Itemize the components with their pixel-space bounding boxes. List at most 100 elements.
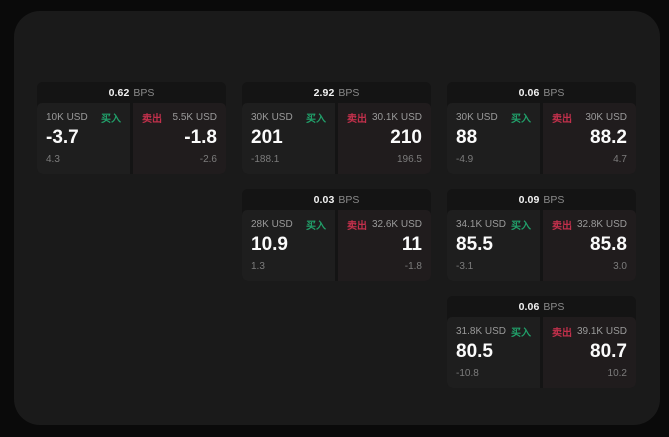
card-body: 30K USD 买入 201 -188.1 卖出 30.1K USD 210 196.5 bbox=[242, 103, 431, 174]
sell-panel-top: 卖出 30K USD bbox=[552, 111, 627, 125]
card-header: 0.03 BPS bbox=[242, 189, 431, 210]
sell-delta: 10.2 bbox=[607, 368, 627, 379]
quote-card[interactable]: 0.62 BPS 10K USD 买入 -3.7 4.3 卖出 5.5K USD -1.8 -2.… bbox=[37, 82, 226, 174]
sell-panel[interactable]: 卖出 39.1K USD 80.7 10.2 bbox=[543, 317, 636, 388]
sell-side-tag: 卖出 bbox=[347, 114, 367, 125]
buy-size-label: 30K USD bbox=[251, 112, 293, 123]
sell-delta: -1.8 bbox=[404, 261, 422, 272]
buy-size-label: 10K USD bbox=[46, 112, 88, 123]
buy-delta: -188.1 bbox=[251, 154, 280, 165]
buy-panel[interactable]: 34.1K USD 买入 85.5 -3.1 bbox=[447, 210, 540, 281]
bps-value: 0.06 bbox=[518, 300, 540, 313]
buy-panel[interactable]: 30K USD 买入 88 -4.9 bbox=[447, 103, 540, 174]
buy-price: 201 bbox=[251, 127, 283, 148]
buy-panel-top: 28K USD 买入 bbox=[251, 218, 326, 232]
buy-side-tag: 买入 bbox=[306, 114, 326, 125]
sell-panel-top: 卖出 30.1K USD bbox=[347, 111, 422, 125]
card-body: 28K USD 买入 10.9 1.3 卖出 32.6K USD 11 -1.8 bbox=[242, 210, 431, 281]
sell-panel[interactable]: 卖出 30.1K USD 210 196.5 bbox=[338, 103, 431, 174]
buy-panel-top: 10K USD 买入 bbox=[46, 111, 121, 125]
sell-price: 210 bbox=[390, 127, 422, 148]
buy-side-tag: 买入 bbox=[511, 221, 531, 232]
bps-unit-label: BPS bbox=[338, 193, 360, 206]
quote-card[interactable]: 2.92 BPS 30K USD 买入 201 -188.1 卖出 30.1K USD 210 1… bbox=[242, 82, 431, 174]
sell-panel[interactable]: 卖出 5.5K USD -1.8 -2.6 bbox=[133, 103, 226, 174]
quote-card-grid: 0.62 BPS 10K USD 买入 -3.7 4.3 卖出 5.5K USD -1.8 -2.… bbox=[37, 82, 637, 388]
buy-side-tag: 买入 bbox=[511, 328, 531, 339]
bps-unit-label: BPS bbox=[543, 86, 565, 99]
quote-card[interactable]: 0.06 BPS 31.8K USD 买入 80.5 -10.8 卖出 39.1K USD 80… bbox=[447, 296, 636, 388]
buy-side-tag: 买入 bbox=[101, 114, 121, 125]
buy-panel-top: 31.8K USD 买入 bbox=[456, 325, 531, 339]
buy-size-label: 34.1K USD bbox=[456, 219, 507, 230]
buy-panel-top: 34.1K USD 买入 bbox=[456, 218, 531, 232]
bps-value: 0.03 bbox=[313, 193, 335, 206]
buy-panel[interactable]: 30K USD 买入 201 -188.1 bbox=[242, 103, 335, 174]
buy-panel[interactable]: 10K USD 买入 -3.7 4.3 bbox=[37, 103, 130, 174]
sell-price: 11 bbox=[401, 234, 422, 255]
sell-size-label: 30K USD bbox=[585, 112, 627, 123]
sell-size-label: 30.1K USD bbox=[371, 112, 422, 123]
bps-unit-label: BPS bbox=[133, 86, 155, 99]
sell-price: 80.7 bbox=[590, 341, 627, 362]
sell-panel-top: 卖出 5.5K USD bbox=[142, 111, 217, 125]
buy-size-label: 31.8K USD bbox=[456, 326, 507, 337]
buy-size-label: 30K USD bbox=[456, 112, 498, 123]
quote-column: 2.92 BPS 30K USD 买入 201 -188.1 卖出 30.1K USD 210 1… bbox=[242, 82, 431, 281]
quote-card[interactable]: 0.03 BPS 28K USD 买入 10.9 1.3 卖出 32.6K USD 11 -1.8 bbox=[242, 189, 431, 281]
card-header: 0.62 BPS bbox=[37, 82, 226, 103]
quote-column: 0.62 BPS 10K USD 买入 -3.7 4.3 卖出 5.5K USD -1.8 -2.… bbox=[37, 82, 226, 174]
bps-value: 0.06 bbox=[518, 86, 540, 99]
sell-size-label: 32.6K USD bbox=[371, 219, 422, 230]
buy-delta: -3.1 bbox=[456, 261, 474, 272]
bps-value: 0.62 bbox=[108, 86, 130, 99]
card-body: 10K USD 买入 -3.7 4.3 卖出 5.5K USD -1.8 -2.6 bbox=[37, 103, 226, 174]
sell-panel-top: 卖出 32.8K USD bbox=[552, 218, 627, 232]
sell-side-tag: 卖出 bbox=[552, 328, 572, 339]
buy-panel-top: 30K USD 买入 bbox=[251, 111, 326, 125]
sell-delta: -2.6 bbox=[199, 154, 217, 165]
sell-price: 85.8 bbox=[590, 234, 627, 255]
sell-side-tag: 卖出 bbox=[347, 221, 367, 232]
buy-price: 85.5 bbox=[456, 234, 493, 255]
sell-delta: 3.0 bbox=[613, 261, 627, 272]
sell-size-label: 5.5K USD bbox=[172, 112, 217, 123]
sell-size-label: 32.8K USD bbox=[576, 219, 627, 230]
card-header: 0.06 BPS bbox=[447, 296, 636, 317]
quote-card[interactable]: 0.09 BPS 34.1K USD 买入 85.5 -3.1 卖出 32.8K USD 85.… bbox=[447, 189, 636, 281]
card-header: 0.09 BPS bbox=[447, 189, 636, 210]
buy-panel[interactable]: 31.8K USD 买入 80.5 -10.8 bbox=[447, 317, 540, 388]
card-body: 34.1K USD 买入 85.5 -3.1 卖出 32.8K USD 85.8 3.0 bbox=[447, 210, 636, 281]
bps-value: 2.92 bbox=[313, 86, 335, 99]
bps-unit-label: BPS bbox=[338, 86, 360, 99]
sell-delta: 196.5 bbox=[396, 154, 422, 165]
quote-column: 0.06 BPS 30K USD 买入 88 -4.9 卖出 30K USD 88.2 4.7 0.… bbox=[447, 82, 636, 388]
bps-unit-label: BPS bbox=[543, 300, 565, 313]
quote-card[interactable]: 0.06 BPS 30K USD 买入 88 -4.9 卖出 30K USD 88.2 4.7 bbox=[447, 82, 636, 174]
buy-panel[interactable]: 28K USD 买入 10.9 1.3 bbox=[242, 210, 335, 281]
buy-delta: 4.3 bbox=[46, 154, 60, 165]
buy-size-label: 28K USD bbox=[251, 219, 293, 230]
card-body: 31.8K USD 买入 80.5 -10.8 卖出 39.1K USD 80.7 10.2 bbox=[447, 317, 636, 388]
sell-side-tag: 卖出 bbox=[142, 114, 162, 125]
buy-price: -3.7 bbox=[46, 127, 79, 148]
buy-price: 10.9 bbox=[251, 234, 288, 255]
sell-panel[interactable]: 卖出 30K USD 88.2 4.7 bbox=[543, 103, 636, 174]
buy-price: 88 bbox=[456, 127, 478, 148]
buy-price: 80.5 bbox=[456, 341, 493, 362]
buy-side-tag: 买入 bbox=[511, 114, 531, 125]
sell-price: 88.2 bbox=[590, 127, 627, 148]
buy-panel-top: 30K USD 买入 bbox=[456, 111, 531, 125]
buy-delta: -4.9 bbox=[456, 154, 474, 165]
bps-value: 0.09 bbox=[518, 193, 540, 206]
sell-delta: 4.7 bbox=[613, 154, 627, 165]
quotes-panel-container: 0.62 BPS 10K USD 买入 -3.7 4.3 卖出 5.5K USD -1.8 -2.… bbox=[14, 11, 660, 425]
sell-panel[interactable]: 卖出 32.6K USD 11 -1.8 bbox=[338, 210, 431, 281]
sell-panel[interactable]: 卖出 32.8K USD 85.8 3.0 bbox=[543, 210, 636, 281]
sell-panel-top: 卖出 32.6K USD bbox=[347, 218, 422, 232]
buy-delta: -10.8 bbox=[456, 368, 479, 379]
sell-size-label: 39.1K USD bbox=[576, 326, 627, 337]
sell-price: -1.8 bbox=[184, 127, 217, 148]
buy-side-tag: 买入 bbox=[306, 221, 326, 232]
